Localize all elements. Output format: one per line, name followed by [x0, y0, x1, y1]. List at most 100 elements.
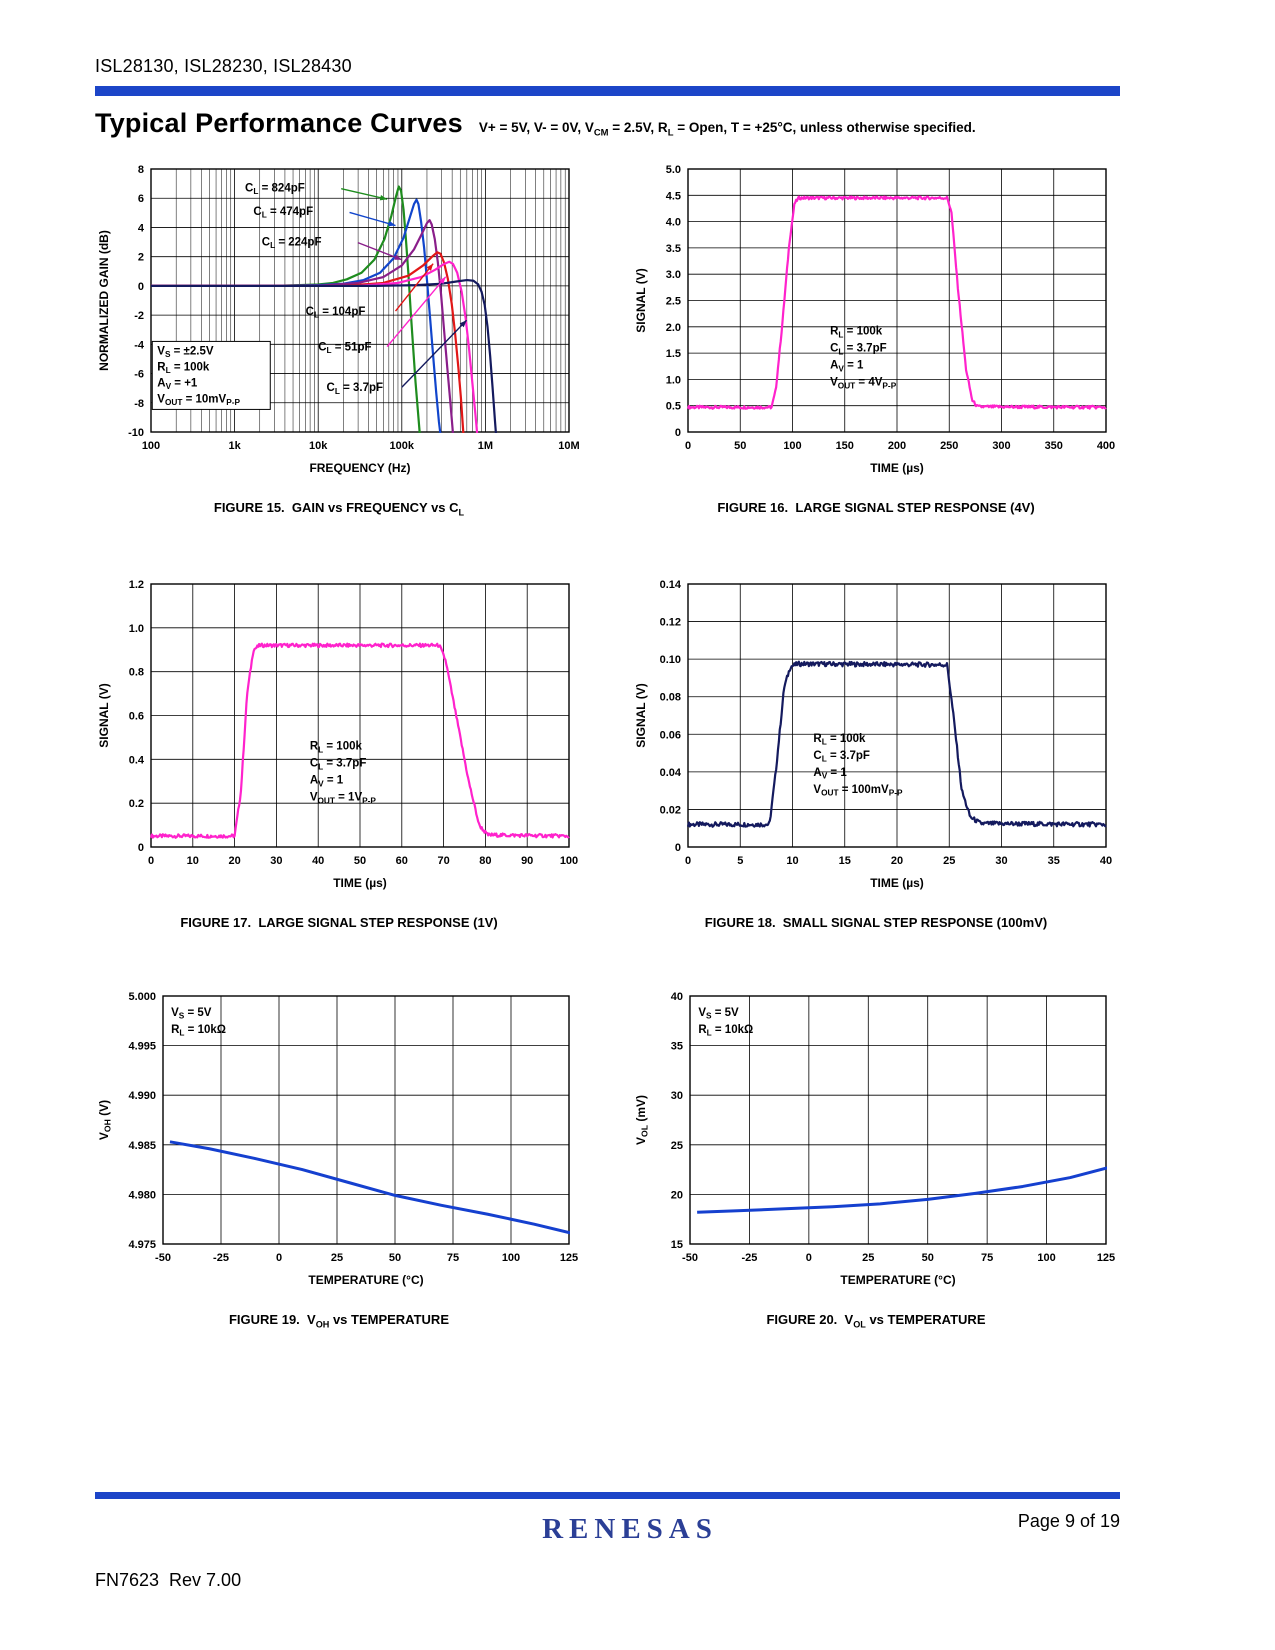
svg-text:VS = ±2.5V: VS = ±2.5V — [157, 345, 214, 359]
svg-text:VOUT = 1VP-P: VOUT = 1VP-P — [310, 791, 377, 805]
svg-text:100k: 100k — [390, 440, 415, 452]
svg-text:100: 100 — [1037, 1252, 1055, 1264]
svg-text:1M: 1M — [478, 440, 493, 452]
svg-text:0.02: 0.02 — [660, 804, 681, 816]
svg-text:125: 125 — [560, 1252, 578, 1264]
section-header: Typical Performance Curves V+ = 5V, V- =… — [95, 108, 1120, 139]
svg-text:CL = 474pF: CL = 474pF — [253, 206, 313, 220]
svg-text:0.10: 0.10 — [660, 654, 681, 666]
figure-18-caption: FIGURE 18. SMALL SIGNAL STEP RESPONSE (1… — [704, 914, 1048, 930]
svg-text:25: 25 — [943, 855, 955, 867]
svg-text:0.12: 0.12 — [660, 616, 681, 628]
svg-text:5.0: 5.0 — [666, 164, 681, 176]
svg-text:TIME (µs): TIME (µs) — [870, 876, 924, 890]
figure-15-caption: FIGURE 15. GAIN vs FREQUENCY vs CL — [213, 500, 465, 518]
figure-19-chart: -50 -25 0 25 50 75 100 125 4.975 4.980 4.985 4.990 4… — [95, 982, 583, 1302]
svg-text:VOUT = 100mVP-P: VOUT = 100mVP-P — [813, 783, 903, 797]
svg-text:150: 150 — [836, 440, 854, 452]
svg-text:80: 80 — [479, 855, 491, 867]
svg-text:5: 5 — [737, 855, 743, 867]
svg-text:300: 300 — [992, 440, 1010, 452]
figure-15: 100 1k 10k 100k 1M 10M -10 -8 -6 -4 -2 0 2 4 6 8 FREQUEN… — [95, 155, 583, 518]
svg-text:SIGNAL (V): SIGNAL (V) — [97, 683, 111, 747]
svg-text:75: 75 — [447, 1252, 459, 1264]
figure-15-chart: 100 1k 10k 100k 1M 10M -10 -8 -6 -4 -2 0 2 4 6 8 FREQUEN… — [95, 155, 583, 490]
chart-canvas-fig18: 0 5 10 15 20 25 30 35 40 0 0.02 0.04 0.06 0.08 0.10 0.1… — [634, 579, 1112, 890]
svg-text:0: 0 — [806, 1252, 812, 1264]
svg-text:-6: -6 — [134, 369, 144, 381]
svg-text:CL = 3.7pF: CL = 3.7pF — [310, 757, 367, 771]
svg-text:100: 100 — [502, 1252, 520, 1264]
svg-text:TIME (µs): TIME (µs) — [870, 461, 924, 475]
svg-text:50: 50 — [922, 1252, 934, 1264]
svg-text:40: 40 — [1100, 855, 1112, 867]
svg-text:100: 100 — [142, 440, 160, 452]
svg-text:AV = 1: AV = 1 — [813, 766, 847, 780]
svg-text:0.8: 0.8 — [129, 666, 144, 678]
svg-text:15: 15 — [839, 855, 851, 867]
svg-text:0.4: 0.4 — [129, 754, 145, 766]
svg-text:-25: -25 — [741, 1252, 757, 1264]
svg-text:200: 200 — [888, 440, 906, 452]
svg-text:10: 10 — [786, 855, 798, 867]
svg-text:10k: 10k — [309, 440, 328, 452]
svg-text:-50: -50 — [155, 1252, 171, 1264]
svg-text:-10: -10 — [128, 427, 144, 439]
svg-text:0.6: 0.6 — [129, 710, 144, 722]
page-content: ISL28130, ISL28230, ISL28430 Typical Per… — [95, 0, 1120, 1329]
figure-17-caption: FIGURE 17. LARGE SIGNAL STEP RESPONSE (1… — [180, 914, 498, 930]
svg-text:4: 4 — [138, 222, 145, 234]
svg-text:125: 125 — [1097, 1252, 1115, 1264]
svg-text:FREQUENCY (Hz): FREQUENCY (Hz) — [309, 461, 410, 475]
svg-text:0: 0 — [685, 855, 691, 867]
svg-text:0: 0 — [675, 427, 681, 439]
svg-text:0.14: 0.14 — [660, 579, 682, 591]
svg-text:CL = 824pF: CL = 824pF — [245, 182, 305, 196]
svg-text:VS = 5V: VS = 5V — [698, 1006, 739, 1020]
figure-16-caption: FIGURE 16. LARGE SIGNAL STEP RESPONSE (4… — [717, 500, 1035, 515]
svg-text:50: 50 — [734, 440, 746, 452]
svg-text:0.06: 0.06 — [660, 729, 681, 741]
svg-text:CL = 3.7pF: CL = 3.7pF — [327, 382, 384, 396]
svg-text:40: 40 — [312, 855, 324, 867]
svg-text:1.0: 1.0 — [666, 374, 681, 386]
svg-text:TIME (µs): TIME (µs) — [333, 876, 387, 890]
svg-text:10: 10 — [187, 855, 199, 867]
svg-text:3.0: 3.0 — [666, 269, 681, 281]
svg-text:TEMPERATURE (°C): TEMPERATURE (°C) — [308, 1273, 423, 1287]
svg-text:30: 30 — [671, 1090, 683, 1102]
svg-text:2.5: 2.5 — [666, 296, 681, 308]
svg-text:0.08: 0.08 — [660, 691, 681, 703]
svg-text:0.04: 0.04 — [660, 766, 682, 778]
figure-16-chart: 0 50 100 150 200 250 300 350 400 0 0.5 1.0 1.5 2.0 2.5… — [632, 155, 1120, 490]
figure-19: -50 -25 0 25 50 75 100 125 4.975 4.980 4.985 4.990 4… — [95, 982, 583, 1330]
chart-canvas-fig17: 0 10 20 30 40 50 60 70 80 90 100 0 0.2 0.4 0.6 0.8 1.0 1.… — [97, 579, 578, 890]
doc-part-numbers: ISL28130, ISL28230, ISL28430 — [95, 56, 352, 76]
figure-20-caption: FIGURE 20. VOL vs TEMPERATURE — [766, 1311, 986, 1330]
chart-canvas-fig19: -50 -25 0 25 50 75 100 125 4.975 4.980 4.985 4.990 4… — [97, 991, 578, 1287]
test-conditions: V+ = 5V, V- = 0V, VCM = 2.5V, RL = Open,… — [478, 120, 976, 139]
renesas-logo: RENESAS — [542, 1513, 718, 1545]
doc-number: FN7623 Rev 7.00 — [95, 1569, 242, 1590]
svg-text:1k: 1k — [228, 440, 241, 452]
svg-text:VS = 5V: VS = 5V — [171, 1006, 212, 1020]
svg-text:25: 25 — [671, 1139, 683, 1151]
svg-text:10M: 10M — [558, 440, 579, 452]
svg-text:15: 15 — [671, 1239, 683, 1251]
svg-text:8: 8 — [138, 164, 144, 176]
svg-text:6: 6 — [138, 193, 144, 205]
svg-text:-25: -25 — [213, 1252, 229, 1264]
svg-text:SIGNAL (V): SIGNAL (V) — [634, 683, 648, 747]
footer-rule — [95, 1492, 1120, 1499]
svg-text:1.5: 1.5 — [666, 348, 681, 360]
svg-text:CL = 3.7pF: CL = 3.7pF — [830, 343, 887, 357]
svg-text:1.2: 1.2 — [129, 579, 144, 591]
svg-text:2.0: 2.0 — [666, 322, 681, 334]
svg-text:VOUT = 4VP-P: VOUT = 4VP-P — [830, 377, 897, 391]
svg-text:3.5: 3.5 — [666, 243, 681, 255]
svg-text:0: 0 — [276, 1252, 282, 1264]
svg-text:30: 30 — [995, 855, 1007, 867]
charts-grid: 100 1k 10k 100k 1M 10M -10 -8 -6 -4 -2 0 2 4 6 8 FREQUEN… — [95, 155, 1120, 1329]
figure-17: 0 10 20 30 40 50 60 70 80 90 100 0 0.2 0.4 0.6 0.8 1.0 1.… — [95, 570, 583, 930]
